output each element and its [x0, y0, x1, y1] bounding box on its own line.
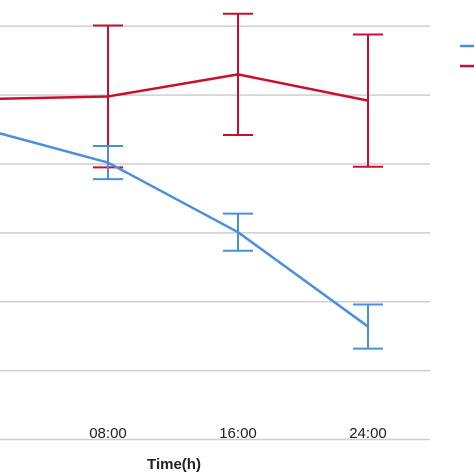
legend — [460, 44, 474, 68]
x-tick-label-08-00: 08:00 — [89, 425, 127, 442]
x-axis-title: Time(h) — [147, 456, 201, 473]
x-tick-label-16-00: 16:00 — [219, 425, 257, 442]
gridlines — [0, 25, 430, 441]
series-line-1 — [0, 73, 369, 102]
error-bars — [93, 12, 383, 350]
x-tick-labels: 08:00 16:00 24:00 — [89, 425, 387, 442]
series-line-2 — [0, 132, 369, 328]
series-lines — [0, 73, 369, 328]
x-tick-label-24-00: 24:00 — [349, 425, 387, 442]
